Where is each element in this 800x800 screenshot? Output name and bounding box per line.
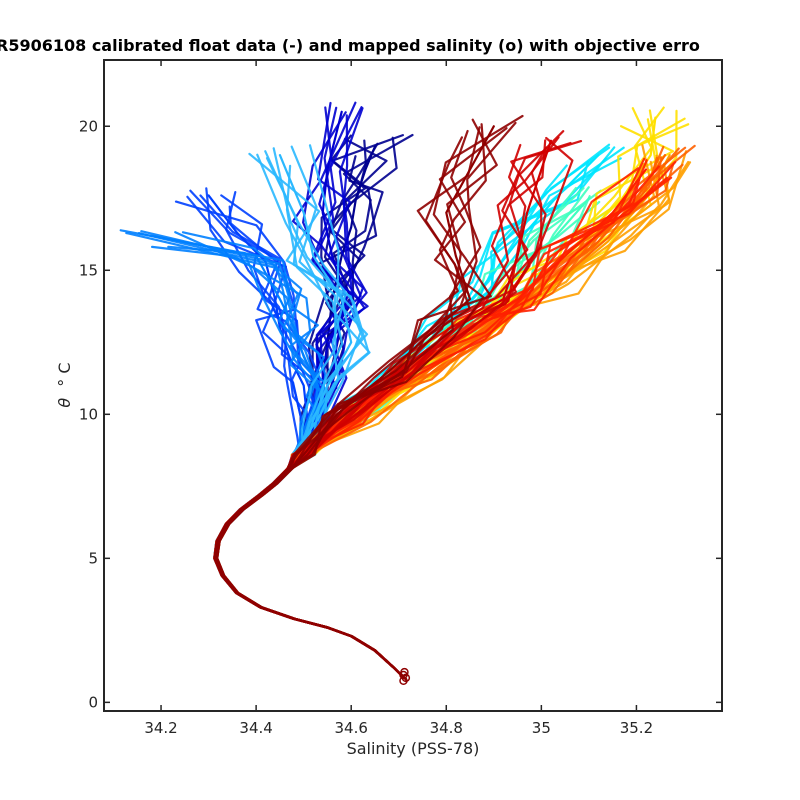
series-line [189, 189, 407, 681]
x-tick-label: 34.6 [334, 719, 367, 737]
svg-text:θ ° C: θ ° C [55, 362, 74, 407]
series-line [213, 146, 616, 681]
y-tick-label: 10 [79, 405, 98, 423]
y-axis: 0 5 10 15 20 [79, 117, 722, 711]
x-axis: 34.2 34.4 34.6 34.8 35 35.2 [144, 60, 653, 737]
series-line [215, 160, 590, 681]
y-axis-label-symbol: θ [55, 398, 74, 408]
x-tick-label: 34.4 [239, 719, 272, 737]
y-tick-label: 5 [88, 549, 98, 567]
x-tick-label: 35 [532, 719, 551, 737]
series-line [215, 114, 524, 681]
x-tick-label: 35.2 [620, 719, 653, 737]
y-axis-label: θ ° C [55, 362, 74, 407]
x-tick-label: 34.8 [430, 719, 463, 737]
y-tick-label: 0 [88, 693, 98, 711]
y-tick-label: 15 [79, 261, 98, 279]
x-tick-label: 34.2 [144, 719, 177, 737]
mapped-salinity-point [400, 667, 409, 677]
series-line [215, 157, 607, 681]
series-line [214, 107, 653, 681]
series-line [214, 157, 622, 681]
x-axis-label: Salinity (PSS-78) [347, 739, 480, 758]
series-line [216, 125, 675, 681]
plot-frame [103, 59, 723, 712]
series-layer [119, 101, 696, 681]
y-tick-label: 20 [79, 117, 98, 135]
series-line [186, 195, 407, 681]
marker-layer [399, 667, 411, 686]
series-line [174, 200, 407, 681]
chart-title: R5906108 calibrated float data (-) and m… [0, 36, 700, 55]
series-line [213, 143, 611, 681]
y-axis-label-unit: ° C [55, 362, 74, 386]
